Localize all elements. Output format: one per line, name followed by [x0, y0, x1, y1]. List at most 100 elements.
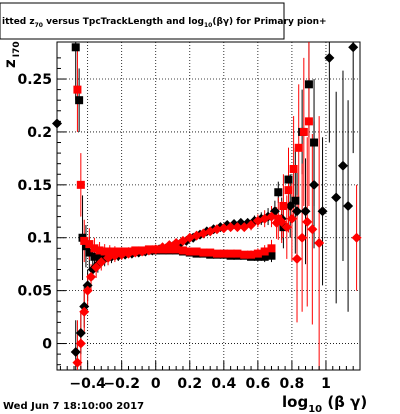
title-box [0, 2, 285, 40]
data-point-diamond [232, 222, 243, 233]
data-point-square [100, 247, 109, 256]
data-point-square [95, 251, 104, 260]
x-tick-label: 0.2 [177, 376, 202, 392]
data-point-diamond [72, 357, 83, 368]
data-point-square [240, 250, 249, 259]
x-tick-label: −0.2 [103, 376, 140, 392]
data-point-diamond [143, 245, 154, 256]
data-point-square [267, 251, 276, 260]
x-tick-label: 0 [151, 376, 161, 392]
data-point-square [73, 85, 82, 94]
data-point-diamond [75, 338, 86, 349]
data-point-diamond [276, 216, 287, 227]
data-point-square [192, 247, 201, 256]
data-point-diamond [317, 206, 328, 217]
data-point-square [178, 246, 187, 255]
data-point-diamond [292, 253, 303, 264]
data-point-square [172, 245, 181, 254]
chart-title: itted z70 versus TpcTrackLength and log1… [2, 17, 327, 29]
data-point-square [279, 202, 288, 210]
data-point-square [199, 248, 208, 257]
data-point-diamond [337, 160, 348, 171]
data-point-diamond [286, 213, 297, 224]
data-point-diamond [109, 250, 120, 261]
data-point-diamond [137, 246, 148, 257]
data-point-square [85, 248, 94, 257]
data-point-diamond [246, 220, 257, 231]
data-point-square [260, 252, 269, 261]
data-point-diamond [324, 52, 335, 63]
x-tick-label: 1 [321, 376, 331, 392]
data-point-square [90, 252, 99, 261]
data-point-diamond [86, 271, 97, 282]
data-point-square [284, 186, 293, 195]
data-point-square [71, 43, 80, 52]
data-point-diamond [331, 192, 342, 203]
data-point-diamond [266, 211, 277, 222]
data-point-diamond [91, 262, 102, 273]
data-point-square [95, 246, 104, 255]
data-point-diamond [302, 216, 313, 227]
data-point-square [80, 236, 89, 245]
data-point-diamond [75, 327, 86, 338]
axis-ticks [57, 57, 354, 370]
data-point-square [289, 164, 298, 173]
data-point-square [310, 138, 319, 147]
data-point-diamond [225, 222, 236, 233]
data-point-square [226, 249, 235, 258]
data-point-square [291, 196, 300, 205]
y-tick-label: 0 [42, 337, 52, 353]
data-point-diamond [79, 306, 90, 317]
data-point-diamond [297, 232, 308, 243]
data-point-square [206, 248, 215, 257]
data-point-square [299, 127, 308, 136]
y-tick-labels: 0 0.05 0.1 0.15 0.2 0.25 [17, 72, 52, 353]
timestamp: Wed Jun 7 18:10:00 2017 [3, 401, 144, 412]
data-point-diamond [130, 247, 141, 258]
data-point-square [75, 96, 84, 105]
data-point-diamond [281, 222, 292, 233]
data-point-square [294, 143, 303, 152]
data-point-diamond [343, 201, 354, 211]
data-point-diamond [96, 257, 107, 268]
data-point-square [85, 240, 94, 249]
data-point-diamond [314, 238, 325, 249]
data-point-diamond [309, 179, 320, 190]
x-tick-label: 0.6 [245, 376, 270, 392]
x-axis-title: log10 (β γ) [282, 393, 367, 414]
data-point-square [247, 250, 256, 259]
y-tick-label: 0.05 [17, 284, 52, 300]
data-point-square [304, 117, 313, 126]
data-point-square [233, 249, 242, 258]
x-tick-label: 0.4 [211, 376, 236, 392]
data-point-diamond [82, 285, 93, 296]
data-point-square [267, 244, 276, 253]
data-point-square [219, 249, 228, 258]
data-point-square [260, 247, 269, 256]
data-point-diamond [348, 42, 359, 53]
data-markers [52, 42, 362, 368]
data-point-diamond [300, 206, 311, 217]
data-point-square [185, 247, 194, 256]
data-point-diamond [218, 223, 229, 234]
data-point-square [284, 175, 293, 184]
y-tick-label: 0.25 [17, 72, 52, 88]
data-point-diamond [70, 347, 81, 358]
data-point-square [105, 247, 114, 256]
data-point-diamond [82, 280, 93, 291]
data-point-diamond [79, 301, 90, 312]
data-point-diamond [123, 248, 134, 259]
x-tick-label: 0.8 [280, 376, 305, 392]
y-axis-title: zI70 [1, 41, 22, 68]
data-point-diamond [292, 206, 303, 217]
data-point-square [274, 214, 283, 223]
data-point-square [213, 249, 222, 258]
data-point-diamond [285, 201, 296, 211]
x-tick-label: −0.4 [69, 376, 106, 392]
data-point-square [304, 80, 313, 89]
y-tick-label: 0.2 [27, 125, 52, 141]
data-point-square [274, 188, 283, 197]
y-tick-label: 0.15 [17, 178, 52, 194]
